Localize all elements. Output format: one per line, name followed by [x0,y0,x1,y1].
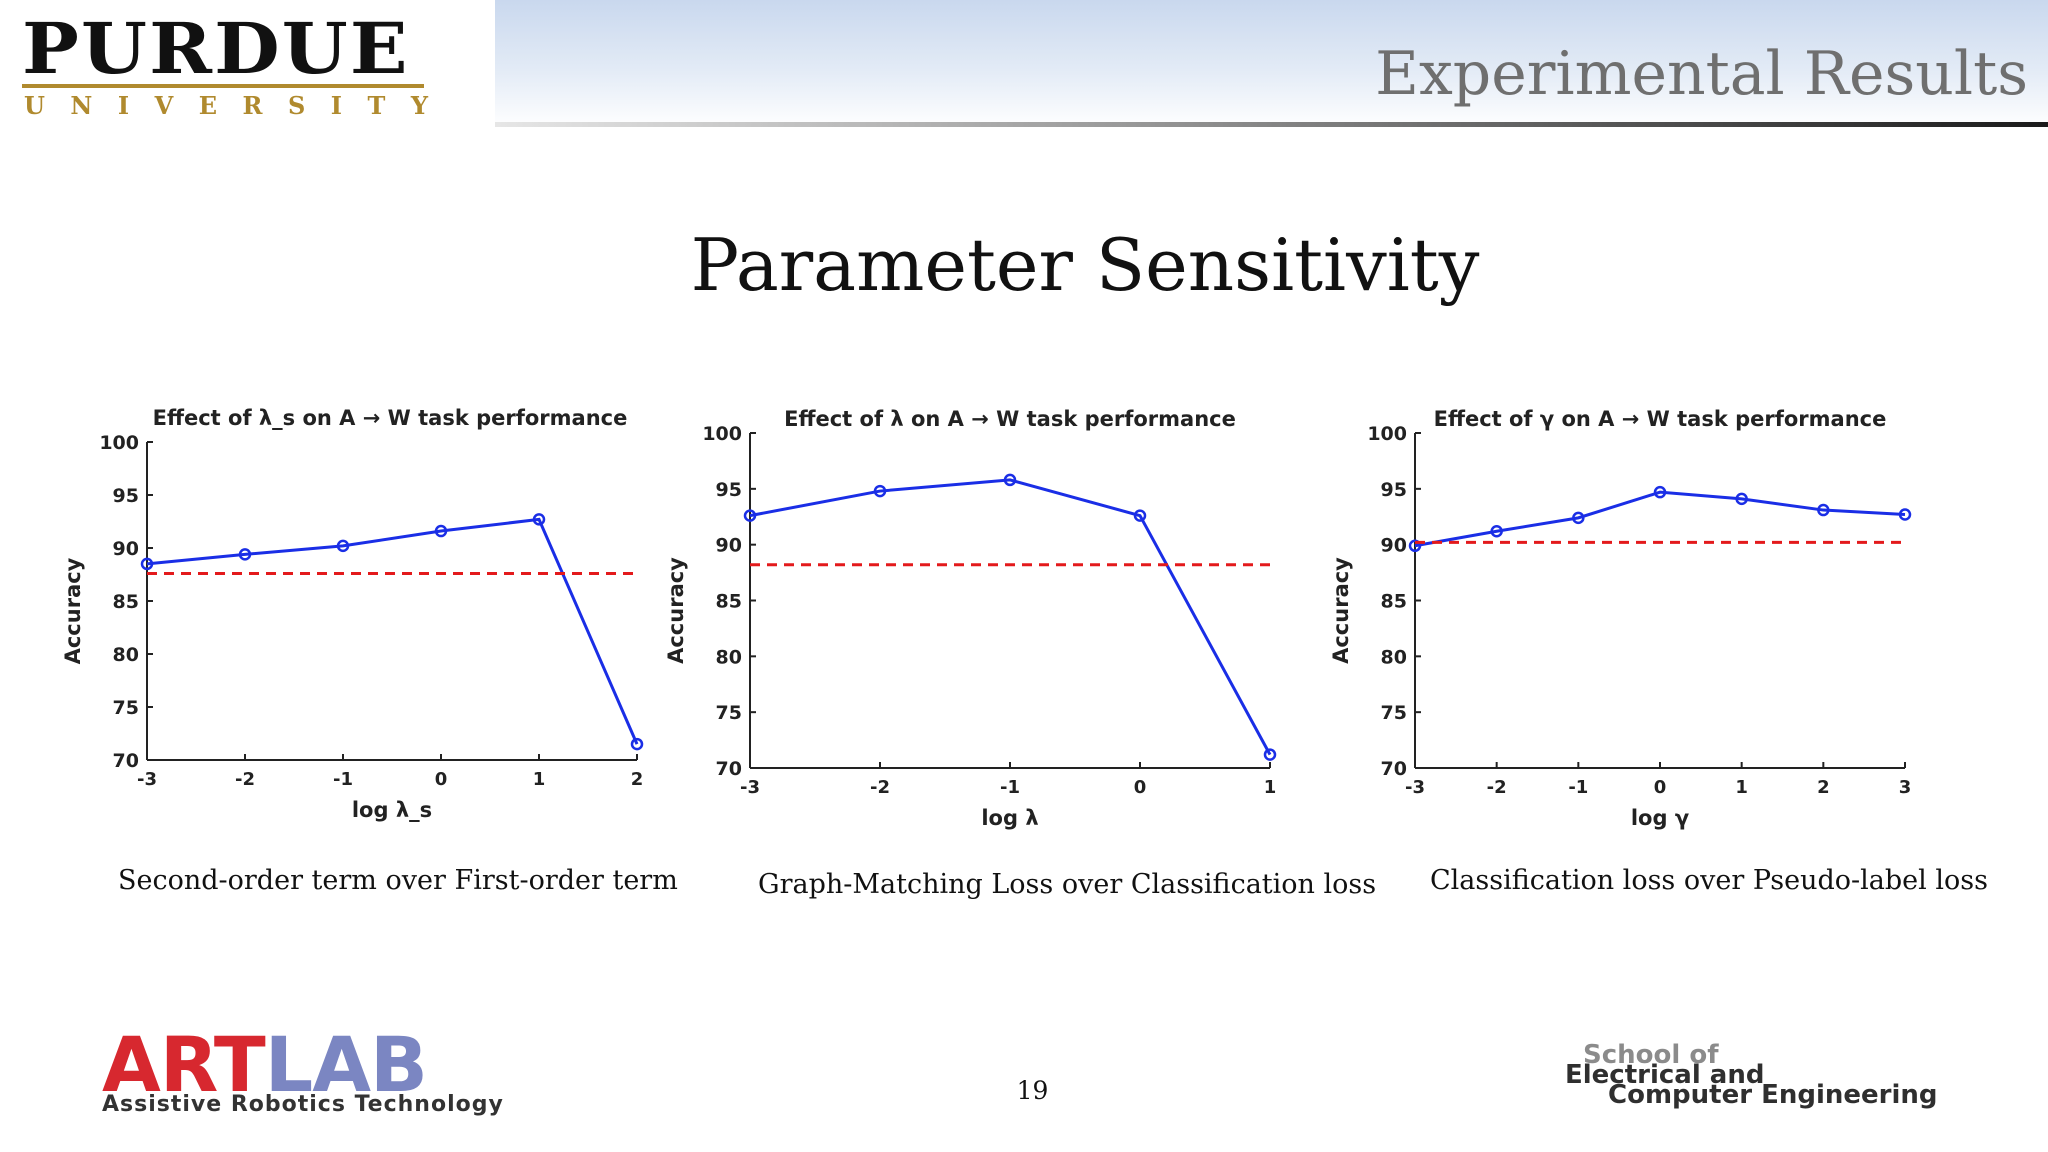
chart3-xtick-label: 2 [1817,777,1830,798]
chart3-ytick-label: 75 [1381,702,1407,724]
ece-logo-line-1: School of [1583,1040,1719,1070]
chart1-title: Effect of λ_s on A → W task performance [153,406,628,430]
chart3-xlabel: log γ [1631,806,1689,830]
purdue-logo-sub: UNIVERSITY [24,91,454,120]
chart1-ytick-label: 75 [113,697,139,719]
chart2-title: Effect of λ on A → W task performance [784,407,1236,431]
chart1-ytick-label: 90 [113,538,139,560]
chart2-ytick-label: 90 [716,535,742,557]
chart1-xtick-label: 0 [435,769,448,790]
chart2-series-1-point [1003,473,1017,487]
chart1-ytick-label: 85 [113,591,139,613]
chart2-series-1-point [1263,748,1277,761]
chart3-xtick-label: -1 [1568,777,1588,798]
chart2-ytick-label: 95 [716,479,742,501]
chart1-series-1-point [434,524,448,538]
purdue-logo-name: PURDUE [22,7,410,90]
chart2-ylabel: Accuracy [664,557,688,664]
chart2-ytick-label: 70 [716,758,742,780]
chart2-series-1-line [749,478,1272,756]
slide-title: Parameter Sensitivity [690,223,1480,307]
chart-caption-2: Graph-Matching Loss over Classification … [758,869,1377,900]
chart2-ytick-label: 75 [716,702,742,724]
chart3-xtick-label: 3 [1899,777,1912,798]
chart2-ytick-label: 100 [702,423,742,445]
chart3-ytick-label: 85 [1381,591,1407,613]
chart1-series-1-point [140,557,154,571]
chart1-xtick-label: -3 [137,769,157,790]
chart1-ytick-label: 100 [99,432,139,454]
chart3-series-1-point [1490,525,1503,538]
chart-caption-3: Classification loss over Pseudo-label lo… [1430,865,1988,896]
chart1-series-1-line [146,517,639,745]
chart1-xtick-label: -1 [333,769,353,790]
chart3-ytick-label: 95 [1381,479,1407,501]
artlab-wordmark: ARTLAB [102,1027,428,1103]
chart2-xtick-label: -2 [870,777,890,798]
chart2-series-1-point [873,484,887,498]
chart3-series-1-point [1735,492,1748,506]
chart1-xlabel: log λ_s [352,798,432,822]
chart1-xtick-label: 2 [631,769,644,790]
chart1-ytick-label: 95 [113,485,139,507]
chart1-ytick-label: 70 [113,750,139,772]
chart3-ytick-label: 90 [1381,535,1407,557]
chart2-series-1-point [1133,509,1147,522]
purdue-logo: PURDUE UNIVERSITY [22,14,442,119]
header-rule [495,122,2048,127]
chart3-series-1-point [1408,539,1422,553]
chart2-series-1-point [743,509,757,522]
chart2-xtick-label: -3 [740,777,760,798]
chart2-xlabel: log λ [981,806,1038,830]
chart3-xtick-label: 1 [1735,777,1748,798]
chart3-ylabel: Accuracy [1329,557,1353,664]
artlab-logo: ARTLAB Assistive Robotics Technology [102,1027,532,1120]
chart3-ytick-label: 80 [1381,646,1407,668]
chart3-series-1-point [1653,485,1667,499]
ece-logo-line-2: Electrical and [1565,1060,1765,1090]
chart2-xtick-label: 1 [1264,777,1277,798]
chart3-series-1-point [1572,511,1585,525]
chart3-xtick-label: -2 [1487,777,1507,798]
chart1-series-1-point [532,513,546,526]
chart1-series-1-point [238,548,252,561]
artlab-lab: LAB [264,1020,428,1109]
chart1-series-1-point [336,539,350,553]
header-band [495,0,2048,128]
chart3-ytick-label: 70 [1381,758,1407,780]
section-title: Experimental Results [1375,39,2028,109]
chart1-ytick-label: 80 [113,644,139,666]
chart2-xtick-label: 0 [1134,777,1147,798]
chart3-ytick-label: 100 [1367,423,1407,445]
ece-logo: School of Electrical and Computer Engine… [1565,1040,1938,1112]
chart1-xtick-label: 1 [533,769,546,790]
chart3-xtick-label: 0 [1654,777,1667,798]
chart-caption-1: Second-order term over First-order term [118,865,678,896]
artlab-subtitle: Assistive Robotics Technology [102,1092,504,1117]
chart3-series-1-line [1414,490,1906,548]
chart3-series-1-point [1898,508,1912,521]
chart1-ylabel: Accuracy [61,557,85,664]
artlab-art: ART [102,1020,266,1109]
chart2-ytick-label: 80 [716,646,742,668]
chart1-series-1-point [630,737,644,751]
chart2-ytick-label: 85 [716,591,742,613]
chart3-series-1-point [1817,503,1830,517]
page-number: 19 [1016,1076,1049,1105]
chart3-title: Effect of γ on A → W task performance [1434,407,1887,431]
chart3-xtick-label: -3 [1405,777,1425,798]
ece-logo-line-3: Computer Engineering [1608,1080,1938,1110]
chart2-xtick-label: -1 [1000,777,1020,798]
purdue-logo-rule [22,84,424,88]
chart1-xtick-label: -2 [235,769,255,790]
